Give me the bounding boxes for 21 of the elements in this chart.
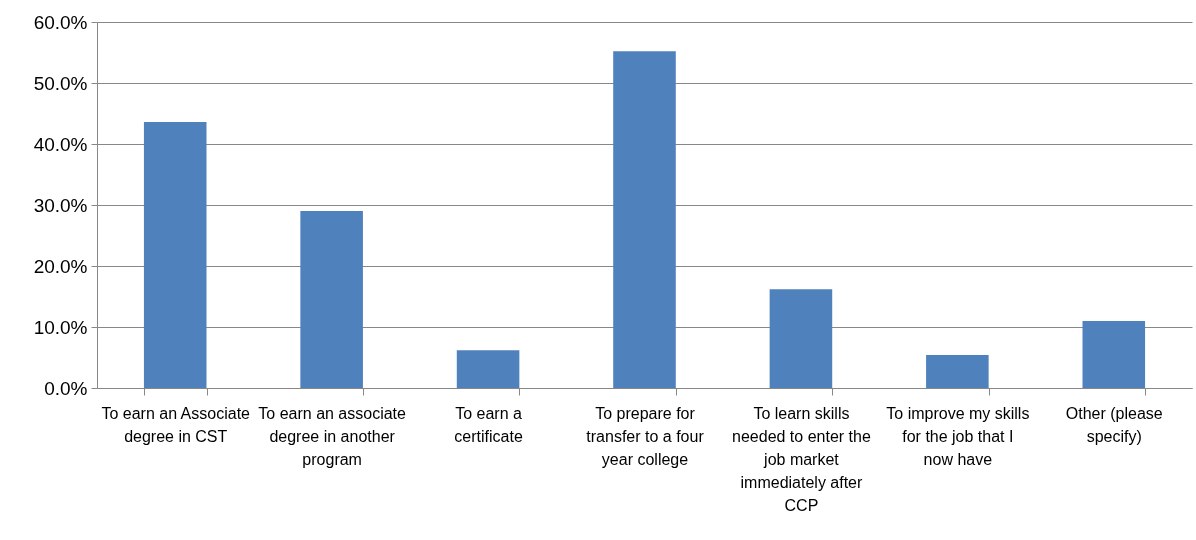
x-tick-label: To improve my skills for the job that I now have (886, 404, 1030, 468)
x-tick-label: To prepare for transfer to a four year college (586, 404, 705, 468)
y-tick-label: 20.0% (33, 255, 88, 277)
bar (769, 289, 833, 388)
bar (456, 350, 520, 388)
x-tick-label: To earn an associate degree in another program (258, 404, 407, 468)
x-tick-label: To earn a certificate (454, 404, 523, 445)
x-tick-label: To earn an Associate degree in CST (101, 404, 251, 445)
y-tick-label: 40.0% (33, 133, 88, 155)
bar (300, 211, 363, 388)
y-tick-label: 10.0% (33, 316, 88, 338)
y-tick-label: 60.0% (33, 11, 88, 33)
y-tick-label: 30.0% (33, 194, 88, 216)
x-tick-label: To learn skills needed to enter the job market immediately after CCP (732, 404, 871, 514)
y-tick-label: 50.0% (33, 72, 88, 94)
x-tick-label: Other (please specify) (1065, 404, 1163, 445)
bar (1082, 320, 1146, 388)
bar (143, 122, 207, 388)
y-tick-label: 0.0% (44, 377, 88, 399)
bar (613, 51, 676, 388)
bar (926, 355, 989, 388)
